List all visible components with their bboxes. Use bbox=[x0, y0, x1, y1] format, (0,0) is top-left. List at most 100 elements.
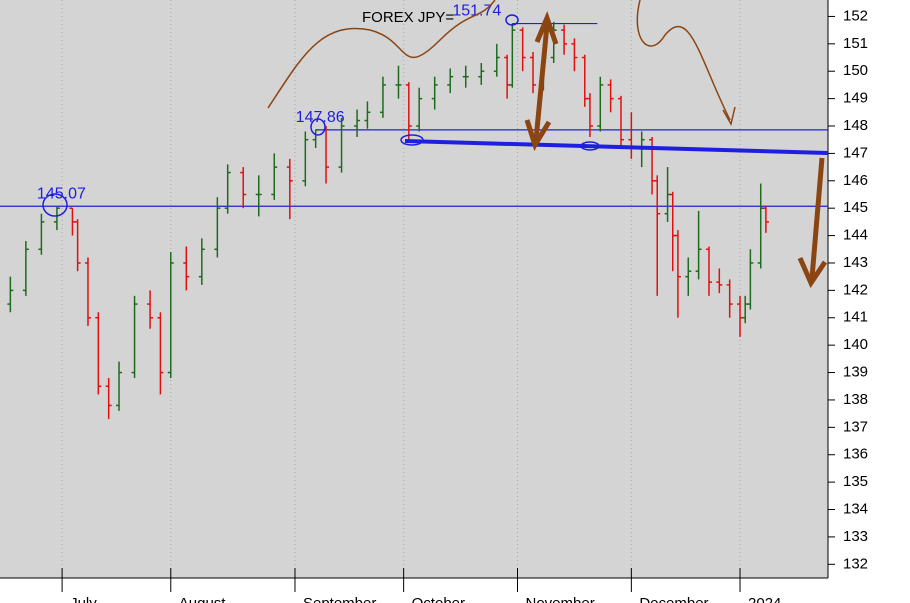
ohlc-bar bbox=[607, 79, 614, 113]
ohlc-bar bbox=[95, 312, 102, 395]
ohlc-bar bbox=[198, 238, 205, 285]
y-tick-label: 152 bbox=[843, 7, 868, 24]
y-tick-label: 146 bbox=[843, 172, 868, 189]
y-tick-label: 151 bbox=[843, 35, 868, 52]
y-tick-label: 133 bbox=[843, 528, 868, 545]
ohlc-bar bbox=[53, 206, 60, 231]
circle-marker bbox=[580, 141, 600, 151]
y-tick-label: 149 bbox=[843, 90, 868, 107]
x-tick-label: December bbox=[639, 595, 708, 603]
trend-line bbox=[404, 139, 829, 155]
y-tick-label: 145 bbox=[843, 199, 868, 216]
ohlc-bar bbox=[271, 153, 278, 200]
marks: July August September October November Decemb… bbox=[0, 0, 868, 603]
ohlc-bar bbox=[586, 93, 593, 137]
y-tick-label: 138 bbox=[843, 391, 868, 408]
plot-area bbox=[0, 0, 828, 578]
ohlc-bar bbox=[354, 109, 361, 137]
ohlc-bar bbox=[105, 378, 112, 420]
ohlc-bar bbox=[240, 167, 247, 209]
arrow-head bbox=[534, 10, 559, 45]
ohlc-bar bbox=[364, 101, 371, 129]
arrow-head bbox=[722, 106, 736, 127]
ohlc-bar bbox=[84, 257, 91, 326]
arrow bbox=[809, 157, 825, 279]
ohlc-bar bbox=[654, 175, 661, 296]
ohlc-bar bbox=[705, 246, 712, 296]
circle-marker bbox=[310, 118, 326, 136]
ohlc-bar bbox=[312, 129, 319, 148]
y-tick-label: 132 bbox=[843, 555, 868, 572]
ohlc-bar bbox=[167, 252, 174, 379]
y-tick-label: 148 bbox=[843, 117, 868, 134]
circle-marker bbox=[400, 134, 424, 146]
ohlc-bar bbox=[509, 23, 516, 88]
arrow bbox=[533, 24, 550, 141]
ohlc-bar bbox=[224, 164, 231, 214]
y-tick-label: 144 bbox=[843, 227, 868, 244]
y-tick-label: 135 bbox=[843, 473, 868, 490]
ohlc-bar bbox=[597, 76, 604, 132]
y-tick-label: 147 bbox=[843, 144, 868, 161]
ohlc-bar bbox=[131, 295, 138, 379]
ohlc-bar bbox=[685, 257, 692, 296]
ohlc-bar bbox=[302, 131, 309, 187]
ohlc-bar bbox=[726, 279, 733, 318]
ohlc-bar bbox=[571, 38, 578, 72]
ohlc-bar bbox=[7, 276, 14, 313]
ohlc-bar bbox=[38, 213, 45, 255]
circle-marker bbox=[505, 14, 519, 26]
ohlc-bar bbox=[519, 27, 526, 72]
arrow-head bbox=[524, 119, 552, 151]
ohlc-bar bbox=[183, 246, 190, 291]
x-tick-label: November bbox=[526, 595, 595, 603]
y-tick-label: 150 bbox=[843, 62, 868, 79]
ohlc-bar bbox=[618, 95, 624, 148]
x-tick-label: 2024 bbox=[748, 595, 781, 603]
ohlc-bar bbox=[157, 312, 164, 395]
x-tick-label: September bbox=[303, 595, 376, 603]
ohlc-bar bbox=[416, 87, 423, 132]
ohlc-bar bbox=[716, 268, 723, 294]
ohlc-bar bbox=[462, 65, 469, 88]
ohlc-bar bbox=[447, 68, 454, 94]
ohlc-bar bbox=[286, 158, 293, 220]
ohlc-bar bbox=[431, 76, 438, 110]
ohlc-bar bbox=[338, 117, 345, 173]
ohlc-bar bbox=[747, 249, 754, 310]
ohlc-bar bbox=[405, 82, 412, 140]
level-label: 151.74 bbox=[452, 3, 501, 20]
ohlc-bar bbox=[695, 210, 702, 280]
ohlc-bar bbox=[214, 197, 221, 258]
ohlc-bar bbox=[116, 361, 123, 411]
ohlc-bar bbox=[674, 230, 681, 318]
level-label: 147.86 bbox=[296, 109, 345, 126]
ohlc-bar bbox=[762, 205, 769, 233]
y-tick-label: 143 bbox=[843, 254, 868, 271]
level-label: 145.07 bbox=[37, 185, 86, 202]
x-tick-label: August bbox=[179, 595, 227, 603]
ohlc-bar bbox=[561, 24, 568, 55]
ohlc-bar bbox=[493, 43, 500, 77]
ohlc-bar bbox=[478, 63, 485, 85]
x-tick-label: October bbox=[412, 595, 465, 603]
y-tick-label: 136 bbox=[843, 446, 868, 463]
drawings bbox=[42, 0, 829, 289]
arrow-head bbox=[797, 256, 828, 289]
y-tick-label: 141 bbox=[843, 309, 868, 326]
ohlc-bar bbox=[147, 290, 154, 329]
y-tick-label: 137 bbox=[843, 418, 868, 435]
chart-title: FOREX JPY= bbox=[362, 9, 454, 26]
y-tick-label: 134 bbox=[843, 500, 868, 517]
sketch bbox=[636, 0, 731, 121]
ohlc-bar bbox=[530, 52, 537, 94]
x-tick-label: July bbox=[70, 595, 97, 603]
ohlc-bar bbox=[74, 219, 81, 272]
y-tick-label: 140 bbox=[843, 336, 868, 353]
y-tick-label: 142 bbox=[843, 281, 868, 298]
circle-marker bbox=[42, 193, 68, 217]
ohlc-bar bbox=[22, 241, 29, 296]
y-tick-label: 139 bbox=[843, 364, 868, 381]
